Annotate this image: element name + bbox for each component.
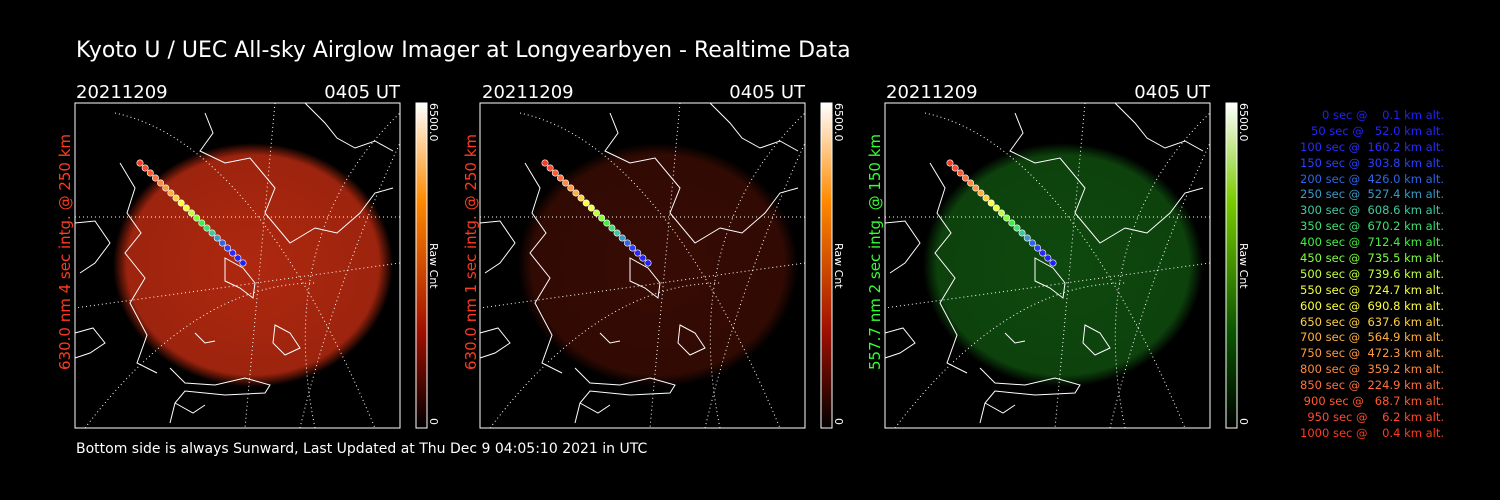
legend-row: 350 sec @ 670.2 km alt. — [1296, 219, 1444, 234]
legend-row: 50 sec @ 52.0 km alt. — [1303, 123, 1444, 138]
legend-row: 950 sec @ 6.2 km alt. — [1303, 409, 1444, 424]
legend-row: 500 sec @ 739.6 km alt. — [1296, 266, 1444, 281]
legend-row: 400 sec @ 712.4 km alt. — [1296, 235, 1444, 250]
legend-row: 450 sec @ 735.5 km alt. — [1296, 251, 1444, 266]
panel-3-colorbar — [1225, 102, 1238, 429]
panel-3-date: 20211209 — [886, 82, 978, 103]
panel-2-colorbar — [820, 102, 833, 429]
legend-row: 550 sec @ 724.7 km alt. — [1296, 282, 1444, 297]
panel-2-time: 0405 UT — [729, 82, 805, 103]
legend-row: 200 sec @ 426.0 km alt. — [1296, 171, 1444, 186]
panel-3-time: 0405 UT — [1134, 82, 1210, 103]
legend-row: 800 sec @ 359.2 km alt. — [1296, 362, 1444, 377]
legend-row: 600 sec @ 690.8 km alt. — [1296, 298, 1444, 313]
legend-row: 650 sec @ 637.6 km alt. — [1296, 314, 1444, 329]
legend-row: 750 sec @ 472.3 km alt. — [1296, 346, 1444, 361]
legend-row: 0 sec @ 0.1 km alt. — [1311, 108, 1444, 122]
legend-row: 300 sec @ 608.6 km alt. — [1296, 203, 1444, 218]
footer-note: Bottom side is always Sunward, Last Upda… — [76, 441, 648, 457]
legend-row: 1000 sec @ 0.4 km alt. — [1300, 425, 1444, 440]
page-title: Kyoto U / UEC All-sky Airglow Imager at … — [76, 38, 851, 63]
legend-row: 900 sec @ 68.7 km alt. — [1300, 394, 1444, 409]
legend-row: 150 sec @ 303.8 km alt. — [1296, 155, 1444, 170]
panel-1-colorbar — [415, 102, 428, 429]
legend-row: 100 sec @ 160.2 km alt. — [1296, 139, 1444, 154]
panel-2-image — [479, 102, 833, 429]
panel-1-image — [74, 102, 428, 429]
panel-1-date: 20211209 — [76, 82, 168, 103]
legend-row: 250 sec @ 527.4 km alt. — [1296, 187, 1444, 202]
panel-3-image — [884, 102, 1238, 429]
legend-row: 700 sec @ 564.9 km alt. — [1296, 330, 1444, 345]
altitude-time-legend: 0 sec @ 0.1 km alt. 50 sec @ 52.0 km alt… — [1262, 108, 1444, 442]
panel-1-time: 0405 UT — [324, 82, 400, 103]
panel-2-date: 20211209 — [482, 82, 574, 103]
legend-row: 850 sec @ 224.9 km alt. — [1296, 378, 1444, 393]
